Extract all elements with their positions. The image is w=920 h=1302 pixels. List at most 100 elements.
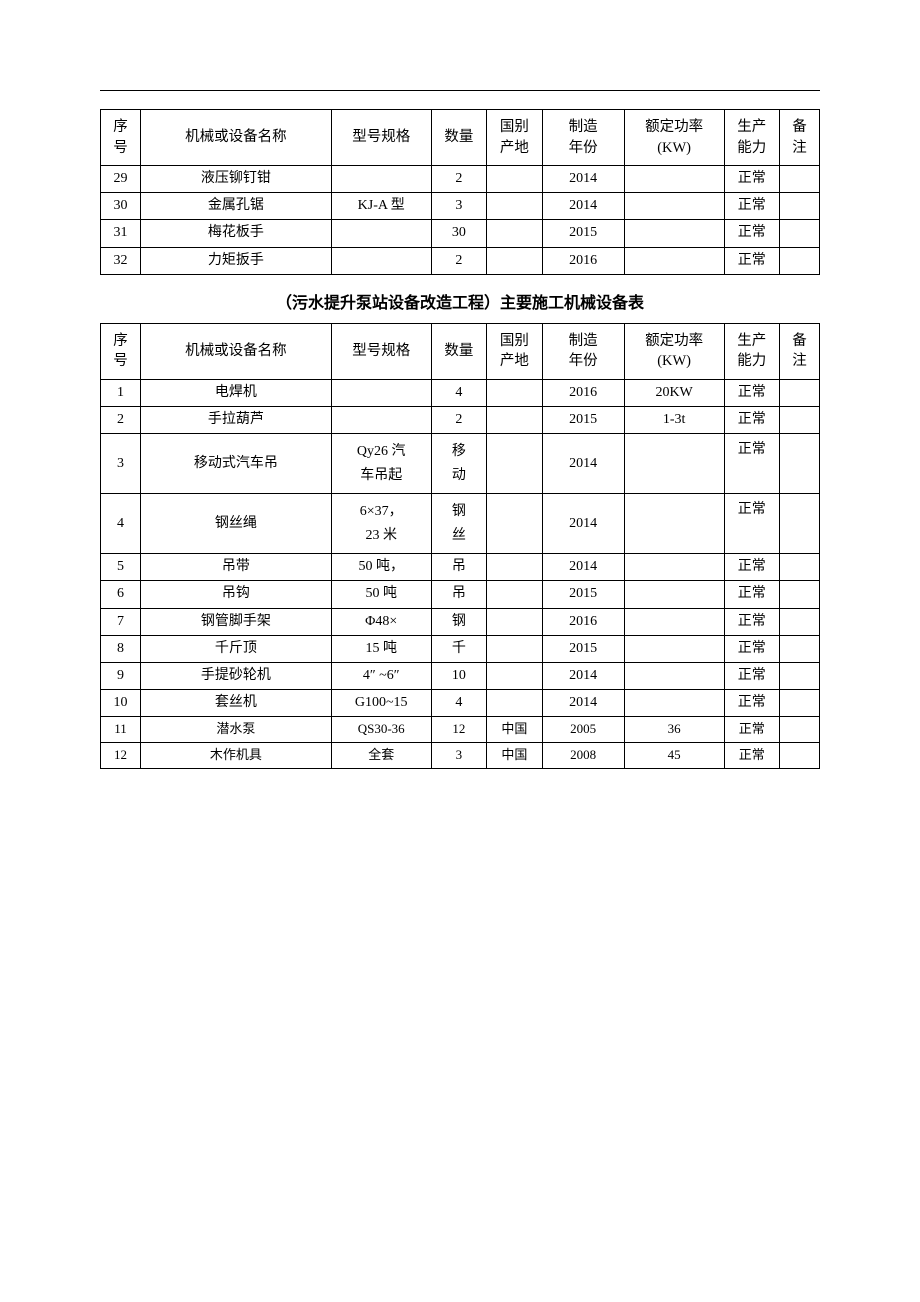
cell-seq: 12 xyxy=(101,743,141,769)
cell-seq: 32 xyxy=(101,247,141,274)
cell-qty: 钢 xyxy=(431,608,486,635)
cell-power xyxy=(624,608,724,635)
cell-cap: 正常 xyxy=(724,434,779,494)
cell-origin: 中国 xyxy=(487,743,542,769)
cell-power: 45 xyxy=(624,743,724,769)
table-row: 4钢丝绳6×37，23 米钢丝2014正常 xyxy=(101,494,820,554)
col-header-qty: 数量 xyxy=(431,110,486,166)
cell-model: 50 吨， xyxy=(331,554,431,581)
cell-year: 2014 xyxy=(542,434,624,494)
cell-qty: 3 xyxy=(431,193,486,220)
cell-cap: 正常 xyxy=(724,743,779,769)
cell-year: 2008 xyxy=(542,743,624,769)
cell-qty: 2 xyxy=(431,406,486,433)
col-header-seq: 序号 xyxy=(101,110,141,166)
table-header-row: 序号 机械或设备名称 型号规格 数量 国别产地 制造年份 额定功率(KW) 生产… xyxy=(101,110,820,166)
table-row: 7钢管脚手架Φ48×钢2016正常 xyxy=(101,608,820,635)
cell-year: 2016 xyxy=(542,247,624,274)
cell-origin xyxy=(487,635,542,662)
cell-model: Φ48× xyxy=(331,608,431,635)
cell-origin xyxy=(487,379,542,406)
cell-note xyxy=(780,247,820,274)
cell-note xyxy=(780,635,820,662)
cell-year: 2014 xyxy=(542,690,624,717)
cell-origin: 中国 xyxy=(487,717,542,743)
cell-note xyxy=(780,717,820,743)
cell-note xyxy=(780,743,820,769)
cell-power xyxy=(624,635,724,662)
cell-origin xyxy=(487,406,542,433)
cell-name: 手拉葫芦 xyxy=(140,406,331,433)
cell-note xyxy=(780,434,820,494)
cell-qty: 千 xyxy=(431,635,486,662)
cell-model: Qy26 汽车吊起 xyxy=(331,434,431,494)
cell-qty: 移动 xyxy=(431,434,486,494)
cell-qty: 2 xyxy=(431,166,486,193)
table-row: 9手提砂轮机4″ ~6″102014正常 xyxy=(101,662,820,689)
cell-cap: 正常 xyxy=(724,406,779,433)
section-title: （污水提升泵站设备改造工程）主要施工机械设备表 xyxy=(100,289,820,313)
cell-model: G100~15 xyxy=(331,690,431,717)
cell-cap: 正常 xyxy=(724,166,779,193)
cell-seq: 1 xyxy=(101,379,141,406)
cell-note xyxy=(780,193,820,220)
equipment-table-2: 序号 机械或设备名称 型号规格 数量 国别产地 制造年份 额定功率(KW) 生产… xyxy=(100,323,820,769)
cell-name: 吊带 xyxy=(140,554,331,581)
cell-seq: 3 xyxy=(101,434,141,494)
cell-cap: 正常 xyxy=(724,247,779,274)
table-row: 1电焊机4201620KW正常 xyxy=(101,379,820,406)
table-row: 3移动式汽车吊Qy26 汽车吊起移动2014正常 xyxy=(101,434,820,494)
cell-model xyxy=(331,220,431,247)
cell-year: 2014 xyxy=(542,554,624,581)
cell-seq: 8 xyxy=(101,635,141,662)
cell-year: 2015 xyxy=(542,406,624,433)
cell-year: 2016 xyxy=(542,379,624,406)
cell-seq: 31 xyxy=(101,220,141,247)
cell-note xyxy=(780,690,820,717)
cell-note xyxy=(780,406,820,433)
table-row: 29液压铆钉钳22014正常 xyxy=(101,166,820,193)
cell-power: 20KW xyxy=(624,379,724,406)
cell-note xyxy=(780,608,820,635)
cell-model: 15 吨 xyxy=(331,635,431,662)
table-row: 11潜水泵QS30-3612中国200536正常 xyxy=(101,717,820,743)
cell-seq: 11 xyxy=(101,717,141,743)
cell-qty: 10 xyxy=(431,662,486,689)
page-top-rule xyxy=(100,90,820,91)
cell-power xyxy=(624,581,724,608)
cell-name: 手提砂轮机 xyxy=(140,662,331,689)
cell-model xyxy=(331,379,431,406)
cell-model: 全套 xyxy=(331,743,431,769)
col-header-year: 制造年份 xyxy=(542,323,624,379)
cell-qty: 2 xyxy=(431,247,486,274)
table2-body: 1电焊机4201620KW正常2手拉葫芦220151-3t正常3移动式汽车吊Qy… xyxy=(101,379,820,768)
cell-cap: 正常 xyxy=(724,717,779,743)
cell-year: 2015 xyxy=(542,220,624,247)
cell-seq: 2 xyxy=(101,406,141,433)
table1-body: 29液压铆钉钳22014正常30金属孔锯KJ-A 型32014正常31梅花板手3… xyxy=(101,166,820,275)
cell-year: 2014 xyxy=(542,662,624,689)
col-header-cap: 生产能力 xyxy=(724,323,779,379)
cell-seq: 4 xyxy=(101,494,141,554)
cell-power: 1-3t xyxy=(624,406,724,433)
table-header-row: 序号 机械或设备名称 型号规格 数量 国别产地 制造年份 额定功率(KW) 生产… xyxy=(101,323,820,379)
cell-model: 50 吨 xyxy=(331,581,431,608)
cell-power xyxy=(624,166,724,193)
cell-qty: 4 xyxy=(431,690,486,717)
cell-note xyxy=(780,379,820,406)
cell-note xyxy=(780,494,820,554)
cell-cap: 正常 xyxy=(724,379,779,406)
col-header-origin: 国别产地 xyxy=(487,110,542,166)
col-header-year: 制造年份 xyxy=(542,110,624,166)
equipment-table-1: 序号 机械或设备名称 型号规格 数量 国别产地 制造年份 额定功率(KW) 生产… xyxy=(100,109,820,275)
cell-year: 2014 xyxy=(542,494,624,554)
cell-origin xyxy=(487,220,542,247)
col-header-seq: 序号 xyxy=(101,323,141,379)
cell-year: 2014 xyxy=(542,166,624,193)
cell-cap: 正常 xyxy=(724,494,779,554)
table-row: 10套丝机G100~1542014正常 xyxy=(101,690,820,717)
cell-power xyxy=(624,494,724,554)
cell-name: 钢管脚手架 xyxy=(140,608,331,635)
cell-origin xyxy=(487,434,542,494)
cell-year: 2014 xyxy=(542,193,624,220)
